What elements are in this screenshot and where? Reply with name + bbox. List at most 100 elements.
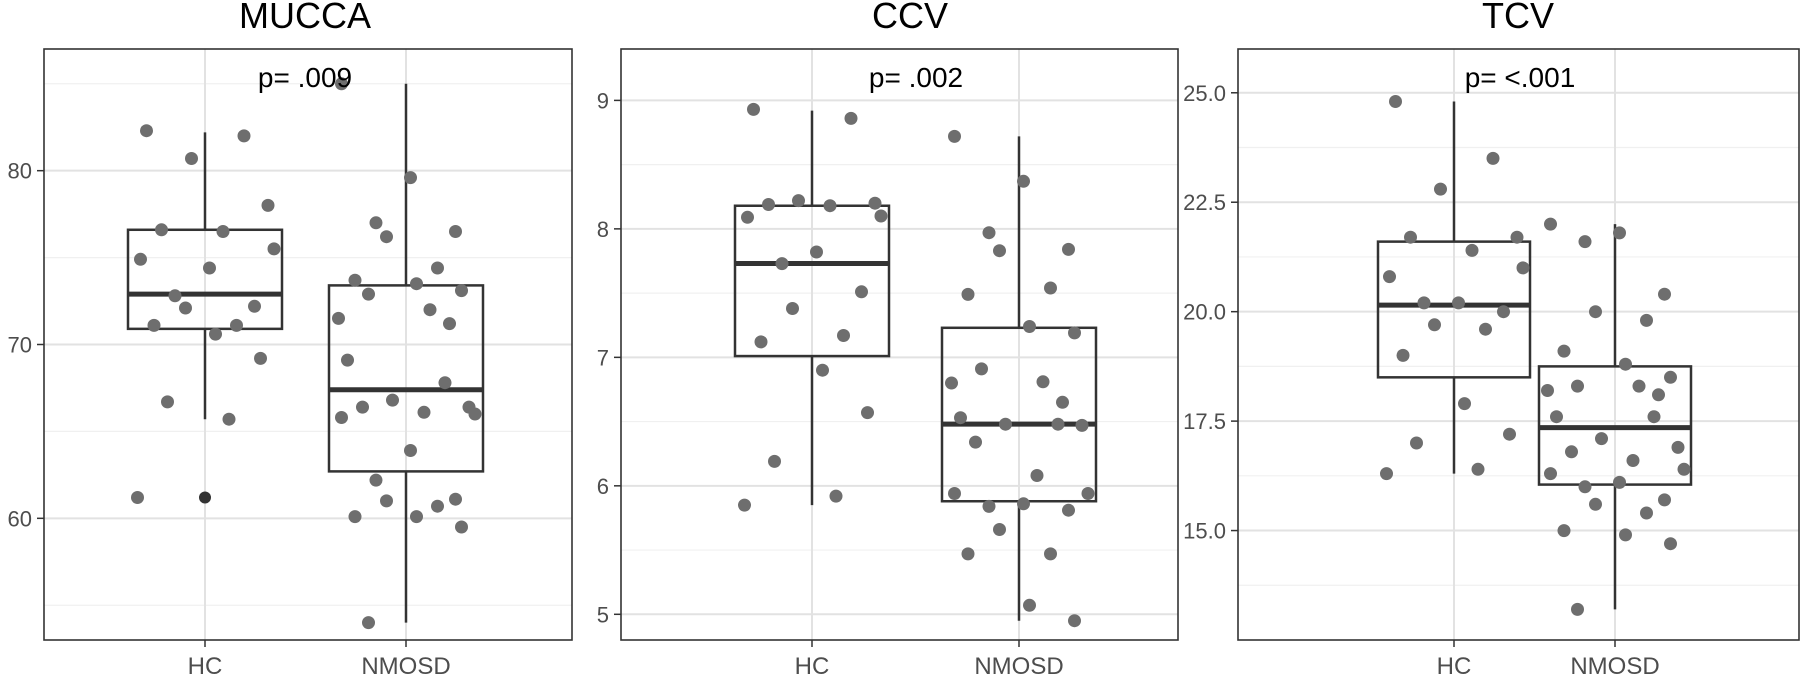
data-point: [948, 129, 961, 143]
data-point: [449, 225, 462, 238]
data-point: [455, 520, 468, 534]
data-point: [404, 444, 417, 457]
data-point: [1658, 493, 1671, 507]
data-point: [1062, 503, 1075, 517]
marks: [126, 77, 485, 630]
data-point: [362, 287, 375, 301]
y-tick-label: 80: [8, 159, 32, 184]
data-point: [356, 400, 369, 414]
marks: [733, 102, 1098, 628]
panel-title: MUCCA: [239, 0, 371, 36]
data-point: [1640, 313, 1653, 327]
data-point: [961, 547, 975, 561]
data-point: [1503, 427, 1516, 441]
x-tick-label: NMOSD: [974, 653, 1063, 676]
data-point: [969, 435, 982, 449]
data-point: [999, 417, 1012, 431]
data-point: [1571, 602, 1584, 616]
marks: [1376, 95, 1693, 616]
data-point: [1658, 287, 1671, 301]
y-axis: 15.0 17.5 20.0 22.5 25.0: [1183, 81, 1238, 544]
data-point: [1068, 614, 1081, 628]
y-tick-label: 8: [597, 217, 609, 242]
data-point: [1664, 370, 1677, 384]
data-point: [1075, 418, 1089, 432]
panel-title: TCV: [1482, 0, 1554, 36]
data-point: [1428, 318, 1441, 332]
data-point: [1626, 454, 1640, 467]
data-point: [1619, 528, 1632, 542]
data-point: [203, 261, 216, 275]
data-point: [1557, 344, 1571, 358]
data-point: [1578, 235, 1592, 249]
data-point: [1578, 480, 1592, 494]
box-iqr: [733, 204, 891, 358]
data-point: [1036, 375, 1050, 389]
y-tick-label: 70: [8, 333, 32, 358]
y-tick-label: 60: [8, 506, 32, 531]
data-point: [1613, 475, 1626, 489]
data-point: [341, 353, 354, 367]
p-value-annotation: p= .002: [869, 62, 963, 93]
data-point: [1640, 506, 1653, 520]
data-point: [131, 491, 144, 504]
x-tick-label: HC: [795, 653, 830, 676]
data-point: [775, 257, 789, 271]
data-point: [1571, 379, 1584, 393]
x-tick-label: NMOSD: [1570, 653, 1659, 676]
x-tick-label: HC: [1437, 653, 1472, 676]
panel-mucca: MUCCA 60 70 80 HC NMOSD p= .009: [8, 0, 573, 676]
plot-area: [621, 49, 1178, 640]
data-point: [1410, 436, 1423, 450]
data-point: [248, 299, 261, 313]
plot-area: [1238, 49, 1799, 640]
p-value-annotation: p= <.001: [1465, 62, 1576, 93]
data-point: [1056, 395, 1069, 409]
data-point: [741, 210, 754, 224]
data-point: [1396, 348, 1410, 362]
data-point: [982, 226, 996, 240]
data-point: [1595, 432, 1608, 446]
data-point: [961, 287, 975, 301]
data-point: [768, 454, 781, 468]
data-point: [1051, 417, 1065, 431]
data-point: [844, 111, 858, 125]
data-point: [975, 362, 988, 376]
data-point: [816, 363, 829, 377]
data-point: [1516, 261, 1530, 275]
data-point: [861, 406, 874, 420]
data-point: [237, 129, 251, 143]
y-tick-label: 9: [597, 88, 609, 113]
data-point: [380, 494, 393, 508]
data-point: [1652, 388, 1665, 402]
data-point: [185, 152, 198, 165]
data-point: [362, 616, 375, 630]
data-point: [155, 223, 168, 237]
data-point: [982, 499, 996, 513]
data-point: [254, 351, 267, 365]
data-point: [1068, 326, 1081, 340]
y-tick-label: 7: [597, 345, 609, 370]
data-point: [1389, 95, 1402, 108]
y-axis: 60 70 80: [8, 159, 44, 531]
y-axis: 5 6 7 8 9: [597, 88, 621, 627]
data-point: [1479, 322, 1492, 336]
data-point: [1486, 151, 1500, 165]
data-point: [1619, 357, 1632, 371]
data-point: [1017, 174, 1030, 188]
data-point: [1613, 226, 1626, 240]
data-point: [993, 244, 1006, 258]
x-axis: HC NMOSD: [188, 640, 451, 676]
y-tick-label: 25.0: [1183, 81, 1226, 106]
data-point: [874, 209, 888, 223]
data-point: [369, 473, 383, 487]
data-point: [438, 376, 452, 390]
data-point: [431, 499, 444, 513]
data-point: [1565, 445, 1578, 459]
data-point: [1458, 397, 1471, 411]
data-point: [1589, 497, 1602, 511]
data-point: [1550, 410, 1563, 424]
data-point: [1497, 305, 1510, 319]
data-point: [431, 261, 444, 275]
